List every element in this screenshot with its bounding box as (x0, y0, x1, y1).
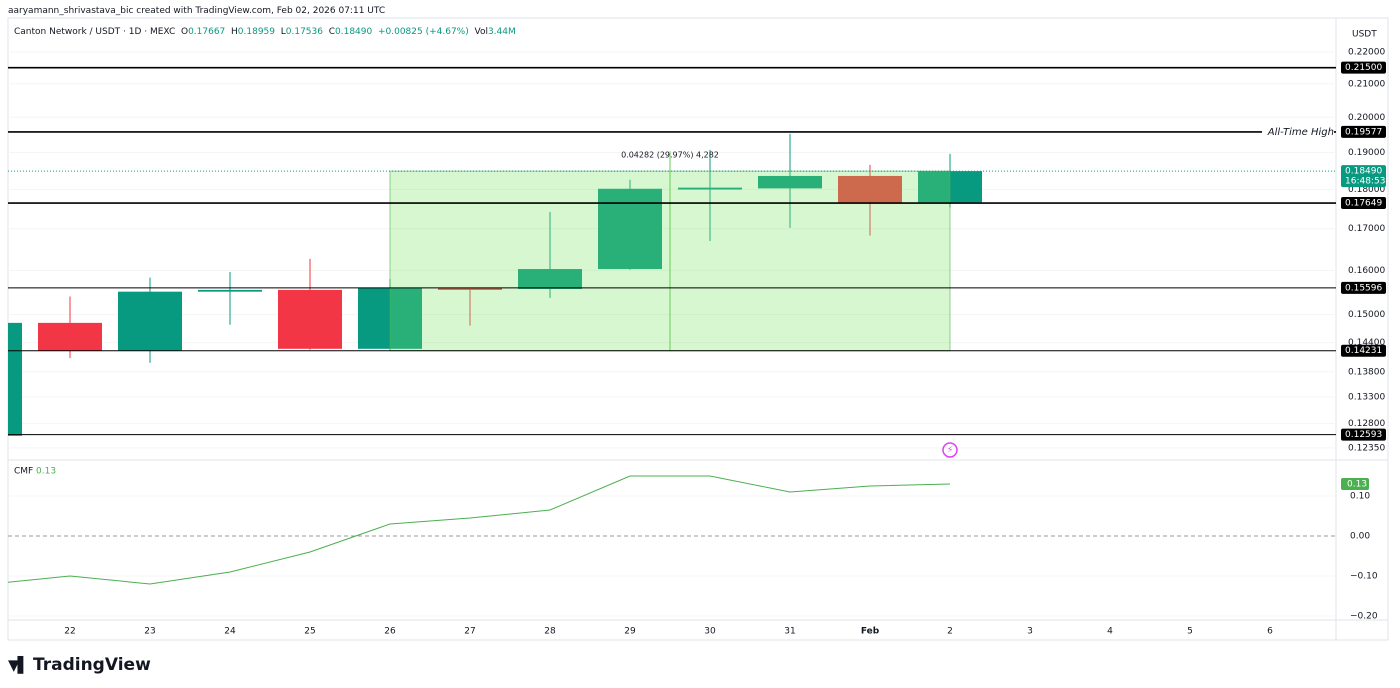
event-icon-glyph: ⚡ (947, 446, 953, 456)
plot: 0.04282 (29.97%) 4,282 (8, 51, 1336, 617)
candle-body (438, 287, 502, 290)
y-tick-label: 0.13300 (1348, 393, 1385, 403)
x-tick-label: 29 (624, 627, 636, 637)
value-badge (1341, 478, 1369, 490)
ohlc-value: 0.18490 (335, 27, 373, 37)
event-icon (942, 442, 958, 458)
legend: Canton Network / USDT · 1D · MEXC O0.176… (14, 27, 516, 37)
candle-body (518, 269, 582, 290)
y-tick-label: 0.16000 (1348, 266, 1385, 276)
x-tick-label: Feb (861, 627, 880, 637)
y-tick-label: 0.00 (1350, 532, 1370, 542)
credit: aaryamann_shrivastava_bic created with T… (8, 6, 386, 16)
x-tick-label: 5 (1187, 627, 1193, 637)
cmf-line (8, 475, 951, 585)
volume-label: Vol (474, 27, 488, 37)
brand-name: TradingView (33, 655, 151, 675)
y-tick-label: 0.17000 (1348, 224, 1385, 234)
x-tick-label: 26 (384, 627, 396, 637)
x-tick-label: 24 (224, 627, 236, 637)
ohlc-key: O (180, 27, 189, 37)
ohlc-key: C (328, 27, 336, 37)
x-tick-label: 6 (1267, 627, 1273, 637)
y-tick-label: 0.13800 (1348, 367, 1385, 377)
ohlc-value: 0.18959 (237, 27, 276, 37)
y-tick-label: 0.14400 (1348, 338, 1385, 348)
indicator-title: CMF (14, 467, 33, 477)
level-label: 0.14231 (1345, 346, 1382, 356)
candle-body (758, 175, 822, 189)
y-tick-label: 0.12800 (1348, 419, 1385, 429)
logo: ▼▌ (8, 656, 29, 674)
brand: ▼▌ TradingView (8, 655, 151, 675)
level-label: 0.19577 (1345, 127, 1382, 137)
x-tick-label: 2 (947, 627, 953, 637)
y-tick-label: −0.20 (1350, 612, 1378, 622)
x-tick-label: 22 (64, 627, 75, 637)
level-label: 0.12593 (1345, 430, 1382, 440)
y-tick-label: 0.15000 (1348, 310, 1385, 320)
level-badge (1341, 125, 1386, 138)
level-note: All-Time High (1267, 127, 1334, 138)
candle-body (198, 289, 262, 292)
y-tick-label: −0.10 (1350, 572, 1378, 582)
x-tick-label: 4 (1107, 627, 1113, 637)
y-tick-label: 0.18000 (1348, 185, 1385, 195)
level-badge (1341, 344, 1386, 357)
x-tick-label: 3 (1027, 627, 1033, 637)
level-badge (1341, 281, 1386, 294)
y-tick-label: 0.20000 (1348, 113, 1385, 123)
y-tick-label: 0.19000 (1348, 148, 1385, 158)
ohlc-key: L (280, 27, 286, 37)
candle-body (118, 291, 182, 351)
note-bg (1262, 124, 1334, 139)
candle-body (678, 187, 742, 190)
x-tick-label: 27 (464, 627, 475, 637)
ohlc-key: H (231, 27, 238, 37)
x-tick-label: 31 (784, 627, 795, 637)
change: +0.00825 (+4.67%) (377, 27, 469, 37)
level-badge (1341, 197, 1386, 210)
x-tick-label: 25 (304, 627, 315, 637)
y-tick-label: 0.12350 (1348, 443, 1385, 453)
candle-body (278, 289, 342, 349)
last-price-badge (1341, 165, 1386, 188)
x-tick-label: 23 (144, 627, 155, 637)
x-tick-label: 28 (544, 627, 556, 637)
candle-body (598, 188, 662, 270)
volume: 3.44M (487, 27, 516, 37)
axes: 0.22000 0.21000 0.20000 0.19000 0.18000 0.170… (64, 47, 1386, 637)
candle-body (38, 322, 102, 351)
x-tick-label: 30 (704, 627, 716, 637)
currency: USDT (1352, 30, 1377, 40)
countdown: 16:48:53 (1345, 177, 1385, 187)
measure-label: 0.04282 (29.97%) 4,282 (621, 151, 719, 160)
ohlc-value: 0.17536 (285, 27, 323, 37)
level-badge (1341, 61, 1386, 74)
level-label: 0.15596 (1345, 283, 1382, 293)
candle-body (838, 175, 902, 204)
y-tick-label: 0.10 (1350, 492, 1370, 502)
symbol: Canton Network / USDT · 1D · MEXC (14, 27, 176, 37)
candle-body (8, 322, 22, 436)
last-price-label: 0.18490 (1345, 167, 1382, 177)
value-label: 0.13 (1347, 480, 1367, 490)
level-badge (1341, 428, 1386, 441)
ohlc-value: 0.17667 (188, 27, 226, 37)
indicator-value: 0.13 (36, 467, 56, 477)
level-label: 0.17649 (1345, 199, 1382, 209)
y-tick-label: 0.21000 (1348, 79, 1385, 89)
level-label: 0.21500 (1345, 63, 1382, 73)
y-tick-label: 0.22000 (1348, 47, 1385, 57)
